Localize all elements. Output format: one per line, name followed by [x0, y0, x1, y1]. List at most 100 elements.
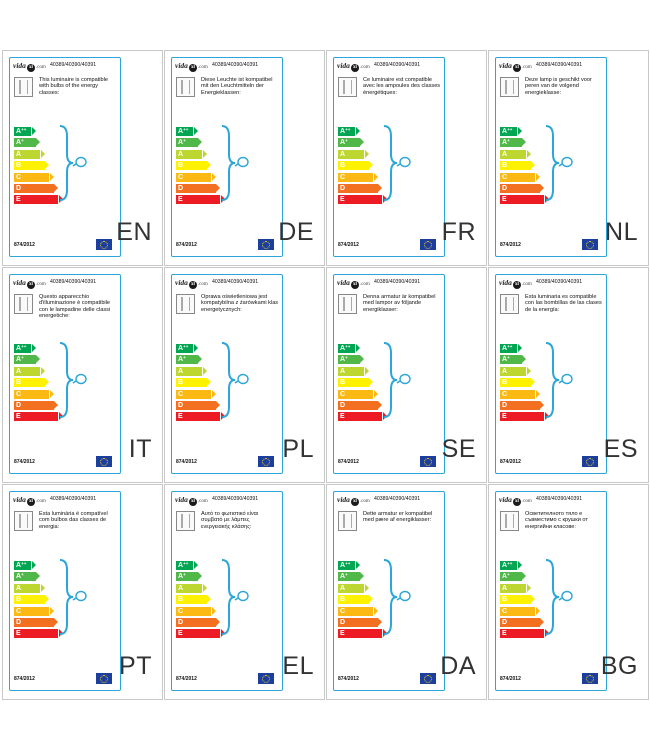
lightbulb-icon — [396, 590, 411, 602]
eu-flag-icon — [582, 239, 598, 250]
vidaxl-logo: vida xl .com — [13, 494, 46, 506]
regulation-number: 874/2012 — [14, 676, 35, 682]
compatibility-text: Esta luminária é compatível com bulbos d… — [39, 511, 108, 530]
energy-class-bar: A+ — [176, 572, 202, 582]
energy-label-cell-en: vida xl .com 40389/40390/40391 This lumina… — [2, 50, 163, 266]
energy-label-card: vida xl .com 40389/40390/40391 Questo appa… — [9, 274, 121, 474]
energy-class-bar: C — [14, 606, 54, 616]
lightbulb-icon — [396, 156, 411, 168]
vidaxl-logo: vida xl .com — [499, 60, 532, 72]
curly-brace-icon — [383, 559, 398, 635]
energy-class-bar: E — [176, 629, 225, 639]
regulation-number: 874/2012 — [176, 242, 197, 248]
eu-flag-icon — [258, 239, 274, 250]
language-code: PT — [119, 652, 152, 680]
lightbulb-icon — [558, 156, 573, 168]
lightbulb-icon — [234, 590, 249, 602]
vidaxl-logo: vida xl .com — [175, 60, 208, 72]
label-grid: vida xl .com 40389/40390/40391 This lumina… — [0, 50, 650, 700]
curly-brace-icon — [59, 342, 74, 418]
energy-class-bar: A+ — [176, 138, 202, 148]
energy-class-bar: B — [176, 378, 211, 388]
eu-flag-icon — [420, 456, 436, 467]
energy-class-bar: D — [14, 617, 58, 627]
language-code: EL — [282, 652, 314, 680]
regulation-number: 874/2012 — [14, 459, 35, 465]
energy-label-card: vida xl .com 40389/40390/40391 Deze lamp i… — [495, 57, 607, 257]
lightbulb-icon — [234, 156, 249, 168]
regulation-number: 874/2012 — [176, 459, 197, 465]
energy-class-bar: A++ — [14, 127, 36, 136]
energy-class-bar: E — [14, 629, 63, 639]
energy-class-bar: A++ — [176, 344, 198, 353]
energy-class-bar: A+ — [14, 572, 40, 582]
energy-class-scale: A++ A+ A B C D E — [500, 561, 549, 641]
energy-class-bar: A++ — [14, 344, 36, 353]
energy-class-scale: A++ A+ A B C D E — [176, 561, 225, 641]
curly-brace-icon — [59, 559, 74, 635]
compatibility-text: Esta luminaria es compatible con las bom… — [525, 294, 602, 313]
energy-class-bar: A+ — [338, 355, 364, 365]
energy-label-cell-bg: vida xl .com 40389/40390/40391 Осветително… — [488, 484, 649, 700]
energy-class-bar: A — [14, 366, 45, 376]
lightbulb-icon — [72, 156, 87, 168]
energy-class-bar: A++ — [500, 561, 522, 570]
energy-class-bar: D — [14, 183, 58, 193]
energy-label-cell-fr: vida xl .com 40389/40390/40391 Ce luminair… — [326, 50, 487, 266]
energy-class-bar: B — [14, 595, 49, 605]
curly-brace-icon — [383, 342, 398, 418]
energy-class-bar: D — [500, 400, 544, 410]
energy-class-scale: A++ A+ A B C D E — [338, 127, 387, 207]
energy-class-bar: A++ — [500, 127, 522, 136]
energy-label-cell-el: vida xl .com 40389/40390/40391 Αυτό το φωτ… — [164, 484, 325, 700]
vidaxl-logo: vida xl .com — [13, 277, 46, 289]
language-code: EN — [116, 218, 152, 246]
energy-class-bar: E — [14, 195, 63, 205]
regulation-number: 874/2012 — [500, 676, 521, 682]
energy-label-card: vida xl .com 40389/40390/40391 Ce luminair… — [333, 57, 445, 257]
energy-class-bar: B — [338, 595, 373, 605]
language-code: ES — [603, 435, 638, 463]
energy-class-bar: A+ — [176, 355, 202, 365]
energy-class-bar: A+ — [338, 138, 364, 148]
energy-label-cell-it: vida xl .com 40389/40390/40391 Questo appa… — [2, 267, 163, 483]
energy-label-card: vida xl .com 40389/40390/40391 Осветително… — [495, 491, 607, 691]
energy-class-bar: E — [338, 195, 387, 205]
energy-class-bar: A — [500, 366, 531, 376]
regulation-number: 874/2012 — [338, 459, 359, 465]
energy-class-bar: A+ — [14, 355, 40, 365]
lamp-icon — [14, 294, 33, 314]
energy-class-bar: C — [500, 172, 540, 182]
energy-class-scale: A++ A+ A B C D E — [338, 561, 387, 641]
energy-class-bar: C — [500, 389, 540, 399]
language-code: DE — [278, 218, 314, 246]
lamp-icon — [500, 294, 519, 314]
energy-class-bar: A++ — [176, 561, 198, 570]
energy-class-bar: E — [500, 629, 549, 639]
vidaxl-logo: vida xl .com — [499, 494, 532, 506]
energy-class-bar: B — [338, 378, 373, 388]
product-codes: 40389/40390/40391 — [374, 496, 421, 502]
energy-class-bar: B — [176, 161, 211, 171]
curly-brace-icon — [545, 125, 560, 201]
vidaxl-logo: vida xl .com — [175, 494, 208, 506]
energy-class-bar: E — [500, 412, 549, 422]
curly-brace-icon — [221, 559, 236, 635]
energy-class-bar: B — [338, 161, 373, 171]
energy-class-bar: B — [14, 378, 49, 388]
energy-class-bar: C — [176, 172, 216, 182]
energy-class-bar: E — [338, 629, 387, 639]
energy-class-bar: C — [14, 172, 54, 182]
compatibility-text: Questo apparecchio d'illuminazione è com… — [39, 294, 111, 320]
energy-class-bar: A — [14, 149, 45, 159]
energy-label-cell-pl: vida xl .com 40389/40390/40391 Oprawa oświ… — [164, 267, 325, 483]
energy-label-card: vida xl .com 40389/40390/40391 Esta luminá… — [9, 491, 121, 691]
energy-class-bar: A+ — [338, 572, 364, 582]
curly-brace-icon — [221, 125, 236, 201]
energy-class-bar: C — [176, 606, 216, 616]
regulation-number: 874/2012 — [338, 242, 359, 248]
product-codes: 40389/40390/40391 — [50, 62, 97, 68]
energy-class-bar: B — [176, 595, 211, 605]
compatibility-text: Осветителното тяло е съвместимо с крушки… — [525, 511, 588, 530]
energy-class-bar: A++ — [14, 561, 36, 570]
